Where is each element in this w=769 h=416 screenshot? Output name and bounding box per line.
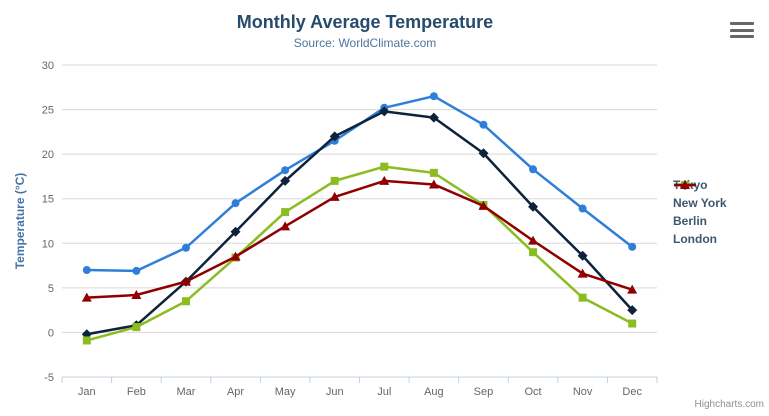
data-point-marker[interactable] xyxy=(528,235,539,245)
legend-item-label: London xyxy=(673,232,717,246)
data-point-marker[interactable] xyxy=(329,131,340,142)
data-point-marker[interactable] xyxy=(281,166,290,175)
series-new-york[interactable] xyxy=(81,106,638,340)
context-menu-button[interactable] xyxy=(729,20,755,40)
x-axis-label: Nov xyxy=(573,386,593,398)
x-axis-label: Aug xyxy=(424,386,444,398)
data-point-marker[interactable] xyxy=(181,243,190,252)
y-axis-label: -5 xyxy=(44,372,54,384)
data-point-marker[interactable] xyxy=(82,336,91,345)
series-tokyo[interactable] xyxy=(82,92,637,275)
y-axis-label: 30 xyxy=(42,60,54,72)
y-axis-label: 10 xyxy=(42,238,54,250)
data-point-marker[interactable] xyxy=(230,251,241,261)
series-london[interactable] xyxy=(81,175,638,302)
series-line[interactable] xyxy=(85,179,634,299)
legend-item-label: New York xyxy=(673,196,727,210)
data-point-marker[interactable] xyxy=(281,208,290,217)
data-point-marker[interactable] xyxy=(627,305,638,316)
data-point-marker[interactable] xyxy=(479,120,488,129)
x-axis-label: Dec xyxy=(622,386,642,398)
x-axis-label: May xyxy=(275,386,296,398)
legend-item-new-york[interactable]: New York xyxy=(673,180,727,210)
data-point-marker[interactable] xyxy=(230,226,241,237)
triangle-series-marker-icon xyxy=(674,180,696,189)
data-point-marker[interactable] xyxy=(529,248,538,257)
y-axis-label: 5 xyxy=(48,283,54,295)
hamburger-icon xyxy=(730,35,754,38)
series-line[interactable] xyxy=(85,94,634,273)
chart-subtitle: Source: WorldClimate.com xyxy=(293,36,437,50)
series-line[interactable] xyxy=(85,165,634,342)
data-point-marker[interactable] xyxy=(628,242,637,251)
data-point-marker[interactable] xyxy=(131,289,142,299)
x-axis-label: Jan xyxy=(78,386,96,398)
data-point-marker[interactable] xyxy=(180,276,191,286)
legend-item-label: Berlin xyxy=(673,214,708,228)
data-point-marker[interactable] xyxy=(529,165,538,174)
y-axis-label: 15 xyxy=(42,194,54,206)
hamburger-icon xyxy=(730,22,754,25)
x-axis-label: Jun xyxy=(326,386,344,398)
y-axis-title: Temperature (°C) xyxy=(13,173,27,270)
data-point-marker[interactable] xyxy=(478,200,489,210)
x-axis-label: Apr xyxy=(227,386,244,398)
data-point-marker[interactable] xyxy=(280,175,291,186)
data-point-marker[interactable] xyxy=(577,250,588,261)
series-line[interactable] xyxy=(85,110,634,336)
legend: Tokyo New York Berlin London xyxy=(673,178,727,246)
data-point-marker[interactable] xyxy=(428,112,439,123)
data-point-marker[interactable] xyxy=(379,106,390,117)
data-point-marker[interactable] xyxy=(380,162,389,171)
data-point-marker[interactable] xyxy=(429,168,438,177)
y-axis-label: 0 xyxy=(48,327,54,339)
data-point-marker[interactable] xyxy=(578,293,587,302)
data-point-marker[interactable] xyxy=(132,323,141,332)
legend-item-berlin[interactable]: Berlin xyxy=(673,181,727,228)
y-axis-label: 20 xyxy=(42,149,54,161)
data-point-marker[interactable] xyxy=(429,92,438,101)
data-point-marker[interactable] xyxy=(181,297,190,306)
x-axis-label: Oct xyxy=(524,386,541,398)
legend-item-london[interactable]: London xyxy=(673,180,727,246)
data-point-marker[interactable] xyxy=(627,284,638,294)
data-point-marker[interactable] xyxy=(132,266,141,275)
data-point-marker[interactable] xyxy=(628,319,637,328)
data-point-marker[interactable] xyxy=(577,268,588,278)
data-point-marker[interactable] xyxy=(379,175,390,185)
data-point-marker[interactable] xyxy=(81,292,92,302)
data-point-marker[interactable] xyxy=(82,266,91,275)
data-point-marker[interactable] xyxy=(528,201,539,212)
hamburger-icon xyxy=(730,28,754,32)
y-axis-label: 25 xyxy=(42,105,54,117)
data-point-marker[interactable] xyxy=(329,191,340,201)
data-point-marker[interactable] xyxy=(478,148,489,159)
data-point-marker[interactable] xyxy=(428,179,439,189)
chart-title: Monthly Average Temperature xyxy=(236,12,494,32)
x-axis-label: Mar xyxy=(176,386,195,398)
data-point-marker[interactable] xyxy=(578,204,587,213)
data-point-marker[interactable] xyxy=(231,199,240,208)
x-axis-label: Feb xyxy=(127,386,146,398)
data-point-marker[interactable] xyxy=(330,176,339,185)
credits-link[interactable]: Highcharts.com xyxy=(694,399,764,410)
x-axis-label: Sep xyxy=(474,386,494,398)
x-axis-label: Jul xyxy=(377,386,391,398)
data-point-marker[interactable] xyxy=(280,221,291,231)
